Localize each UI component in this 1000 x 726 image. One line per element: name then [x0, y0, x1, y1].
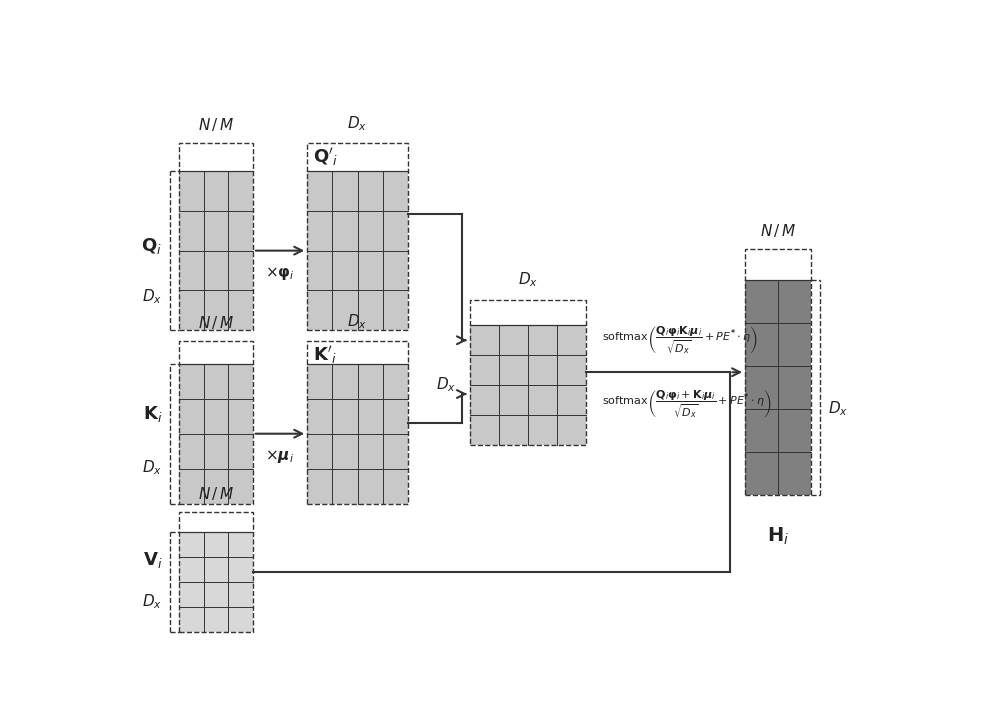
Text: $D_x$: $D_x$: [142, 459, 162, 477]
Bar: [179, 341, 253, 504]
Bar: [470, 325, 586, 445]
Text: $\times\boldsymbol{\mu}_i$: $\times\boldsymbol{\mu}_i$: [265, 448, 295, 465]
Text: $N\,/\,M$: $N\,/\,M$: [760, 222, 796, 239]
Text: $\mathbf{Q}'_i$: $\mathbf{Q}'_i$: [313, 146, 338, 168]
Text: $\times\boldsymbol{\varphi}_i$: $\times\boldsymbol{\varphi}_i$: [265, 264, 295, 282]
Bar: [179, 531, 253, 632]
Bar: [179, 364, 253, 504]
Text: $D_x$: $D_x$: [828, 400, 848, 418]
Bar: [745, 280, 811, 495]
Text: $D_x$: $D_x$: [347, 313, 368, 331]
Text: $N\,/\,M$: $N\,/\,M$: [198, 116, 234, 133]
Bar: [307, 143, 408, 330]
Bar: [179, 512, 253, 632]
Text: softmax$\left(\dfrac{\mathbf{Q}_i\boldsymbol{\varphi}_i+\mathbf{K}_i\boldsymbol{: softmax$\left(\dfrac{\mathbf{Q}_i\boldsy…: [602, 388, 771, 420]
Text: $D_x$: $D_x$: [347, 114, 368, 133]
Bar: [307, 143, 408, 171]
Text: $\mathbf{V}_i$: $\mathbf{V}_i$: [143, 550, 162, 570]
Bar: [179, 171, 253, 330]
Text: $\mathbf{K}_i$: $\mathbf{K}_i$: [143, 404, 162, 425]
Text: $N\,/\,M$: $N\,/\,M$: [198, 485, 234, 502]
Bar: [470, 300, 586, 445]
Bar: [307, 341, 408, 504]
Text: $D_x$: $D_x$: [518, 271, 538, 290]
Bar: [307, 171, 408, 330]
Bar: [745, 249, 811, 280]
Bar: [179, 143, 253, 171]
Bar: [745, 249, 811, 495]
Text: $N\,/\,M$: $N\,/\,M$: [198, 314, 234, 331]
Bar: [470, 300, 586, 325]
Text: $\mathbf{K}'_i$: $\mathbf{K}'_i$: [313, 344, 337, 367]
Bar: [307, 364, 408, 504]
Text: $D_x$: $D_x$: [142, 592, 162, 611]
Bar: [307, 341, 408, 364]
Text: $D_x$: $D_x$: [436, 375, 456, 394]
Bar: [179, 512, 253, 531]
Bar: [179, 341, 253, 364]
Bar: [179, 143, 253, 330]
Text: softmax$\left(\dfrac{\mathbf{Q}_i\boldsymbol{\varphi}_i\mathbf{K}_i\boldsymbol{\: softmax$\left(\dfrac{\mathbf{Q}_i\boldsy…: [602, 325, 758, 356]
Text: $D_x$: $D_x$: [142, 287, 162, 306]
Text: $\mathbf{H}_i$: $\mathbf{H}_i$: [767, 526, 789, 547]
Text: $\mathbf{Q}_i$: $\mathbf{Q}_i$: [141, 236, 162, 256]
